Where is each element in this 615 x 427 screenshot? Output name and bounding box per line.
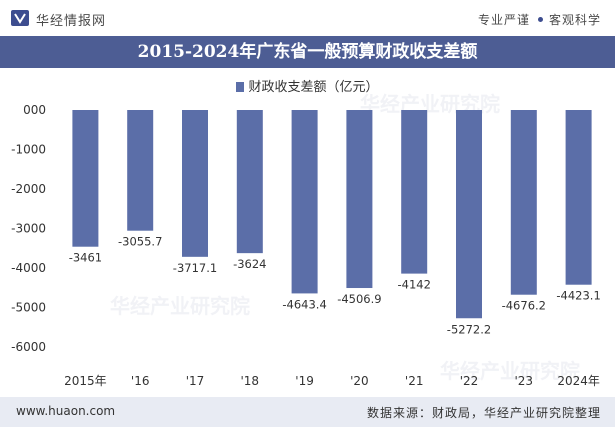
top-header: 华经情报网 专业严谨 客观科学: [0, 0, 615, 36]
footer-site: www.huaon.com: [16, 404, 116, 418]
bar: [456, 110, 482, 319]
legend-label: 财政收支差额（亿元）: [248, 80, 379, 95]
chart-title: 2015-2024年广东省一般预算财政收支差额: [0, 36, 615, 68]
bar: [510, 110, 537, 295]
watermark-3: 华经产业研究院: [440, 359, 580, 383]
bar: [346, 110, 373, 289]
footer-source: 数据来源：财政局，华经产业研究院整理: [366, 406, 601, 420]
slogan-left: 专业严谨: [477, 13, 530, 27]
slogan: 专业严谨 客观科学: [478, 11, 601, 28]
y-tick-label: -5000: [11, 301, 46, 315]
y-tick-label: -3000: [11, 222, 46, 236]
y-tick-label: -1000: [11, 143, 46, 157]
data-label: -4142: [397, 278, 430, 292]
bar: [401, 110, 428, 274]
slogan-right: 客观科学: [548, 13, 601, 27]
x-tick-label: '20: [350, 374, 369, 388]
bar: [72, 110, 99, 247]
legend-swatch: [236, 82, 245, 92]
data-label: -4643.4: [282, 297, 326, 311]
data-label: -3624: [233, 257, 266, 271]
watermark-2: 华经产业研究院: [110, 294, 250, 318]
bar: [127, 110, 154, 231]
x-tick-label: 2015年: [64, 374, 107, 388]
bar: [291, 110, 318, 294]
huaon-logo-icon: [11, 10, 29, 26]
bar: [236, 110, 263, 254]
x-tick-label: 2024年: [557, 374, 600, 388]
x-tick-label: '16: [131, 374, 150, 388]
data-label: -3461: [69, 251, 102, 265]
x-tick-label: '19: [295, 374, 314, 388]
x-tick-label: '21: [405, 374, 424, 388]
x-tick-label: '17: [186, 374, 205, 388]
footer-bar: www.huaon.com 数据来源：财政局，华经产业研究院整理: [0, 397, 615, 427]
y-tick-label: 000: [23, 103, 46, 117]
x-tick-label: '18: [241, 374, 260, 388]
y-tick-label: -6000: [11, 340, 46, 354]
y-tick-label: -2000: [11, 182, 46, 196]
x-tick-label: '22: [460, 374, 479, 388]
separator-dot-icon: [537, 17, 543, 22]
bar: [565, 110, 592, 285]
data-label: -3055.7: [118, 235, 162, 249]
data-label: -5272.2: [447, 322, 491, 336]
y-tick-label: -4000: [11, 261, 46, 275]
data-label: -3717.1: [173, 261, 217, 275]
data-label: -4676.2: [502, 299, 546, 313]
data-label: -4506.9: [337, 292, 381, 306]
bar: [182, 110, 208, 257]
x-tick-label: '23: [515, 374, 534, 388]
chart-legend: 财政收支差额（亿元）: [0, 76, 615, 95]
brand-name: 华经情报网: [36, 14, 107, 29]
data-label: -4423.1: [556, 289, 600, 303]
